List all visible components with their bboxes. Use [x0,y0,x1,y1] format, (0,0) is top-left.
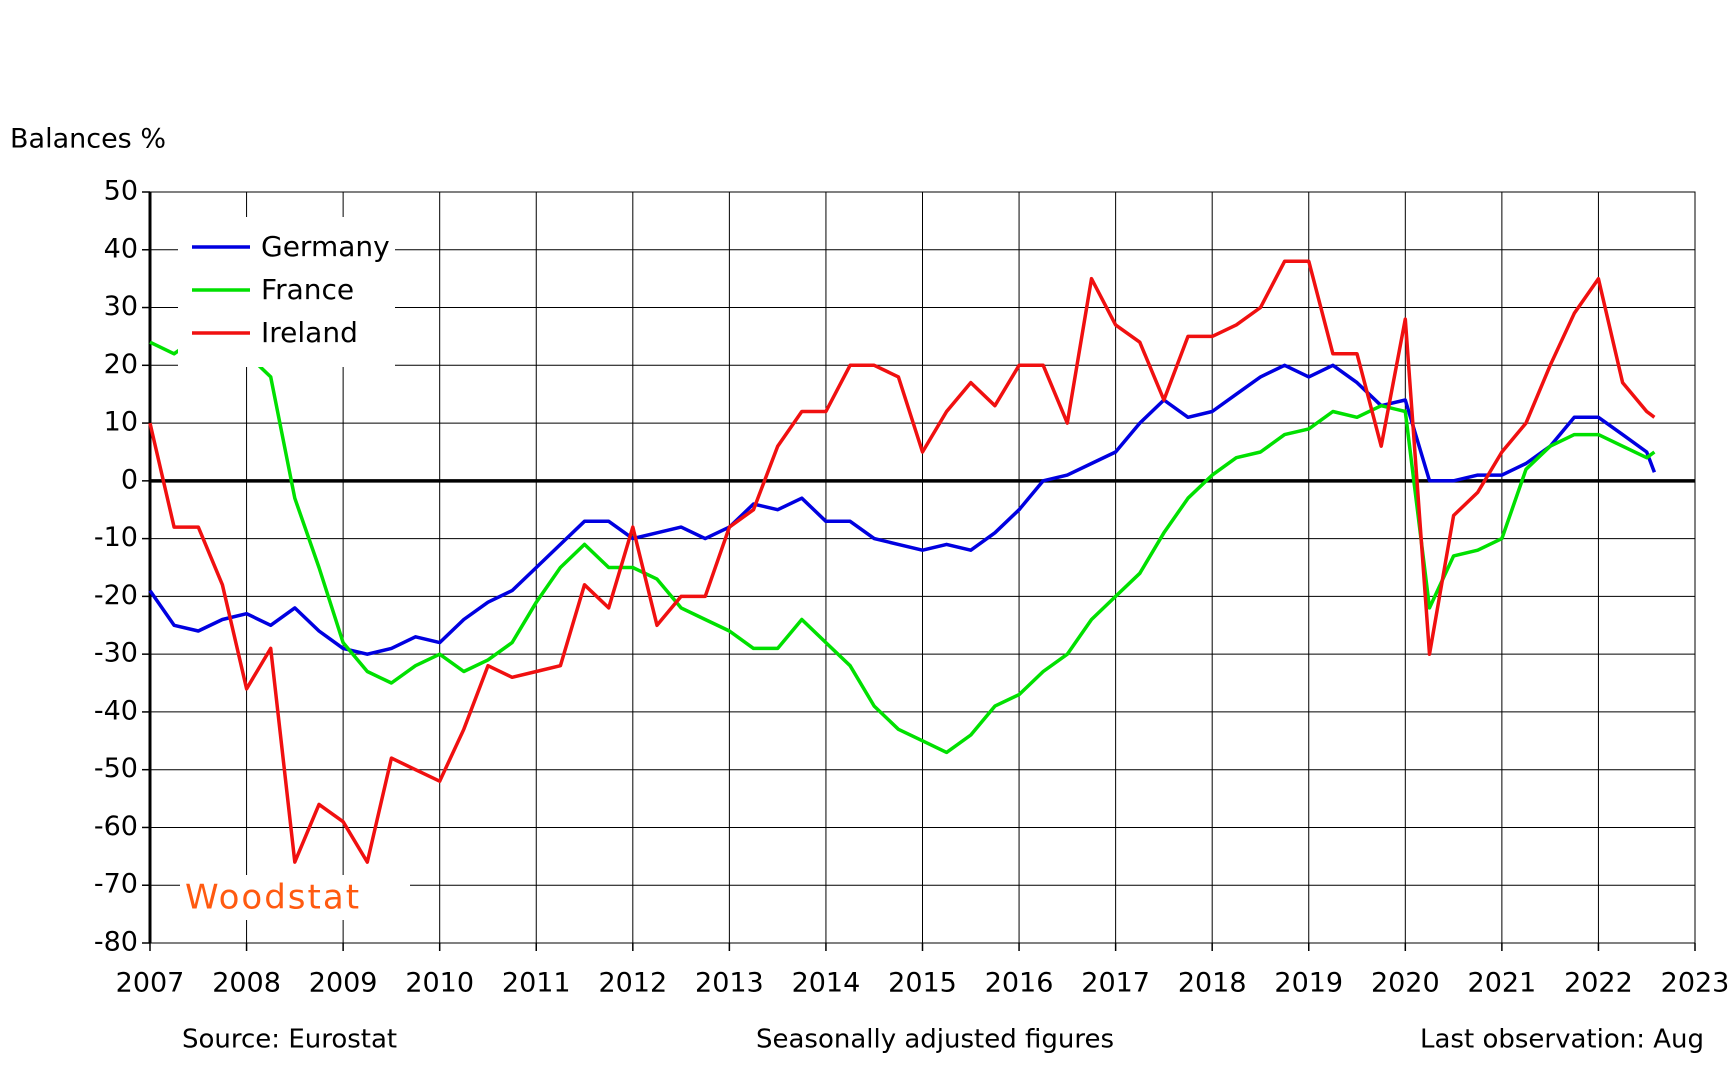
x-tick-label: 2014 [792,968,861,999]
y-tick-label: -30 [94,638,138,669]
x-tick-label: 2015 [888,968,957,999]
y-tick-label: -50 [94,753,138,784]
x-tick-label: 2016 [985,968,1054,999]
x-tick-label: 2012 [598,968,667,999]
x-tick-label: 2023 [1661,968,1730,999]
x-tick-label: 2011 [502,968,571,999]
y-tick-label: 30 [104,291,138,322]
x-tick-label: 2010 [405,968,474,999]
logo-box [180,875,410,920]
legend-label: Ireland [261,316,358,349]
note: Seasonally adjusted figures [756,1025,1114,1055]
x-tick-label: 2021 [1468,968,1537,999]
x-tick-label: 2022 [1564,968,1633,999]
last-observation: Last observation: Aug [1420,1025,1704,1055]
y-axis-label: Balances % [10,124,166,155]
y-tick-label: -10 [94,522,138,553]
y-tick-label: 20 [104,349,138,380]
legend-box [178,217,395,367]
legend-label: Germany [261,230,390,263]
legend: Germany France Ireland [178,217,395,367]
x-tick-label: 2009 [309,968,378,999]
series-line [148,259,1656,864]
y-tick-label: -20 [94,580,138,611]
legend-label: France [261,273,354,306]
y-tick-label: -40 [94,695,138,726]
y-tick-label: -80 [94,927,138,958]
series-line [148,363,1657,656]
x-tick-label: 2017 [1081,968,1150,999]
y-tick-label: 0 [121,464,138,495]
y-tick-label: 10 [104,407,138,438]
logo: Woodstat [185,878,361,918]
x-tick-label: 2019 [1274,968,1343,999]
x-tick-label: 2007 [116,968,185,999]
y-tick-label: 40 [104,233,138,264]
source: Source: Eurostat [182,1025,397,1055]
x-tick-label: 2018 [1178,968,1247,999]
x-tick-label: 2013 [695,968,764,999]
y-tick-label: -60 [94,811,138,842]
x-tick-label: 2008 [212,968,281,999]
y-tick-label: -70 [94,869,138,900]
x-tick-label: 2020 [1371,968,1440,999]
y-tick-label: 50 [104,176,138,207]
